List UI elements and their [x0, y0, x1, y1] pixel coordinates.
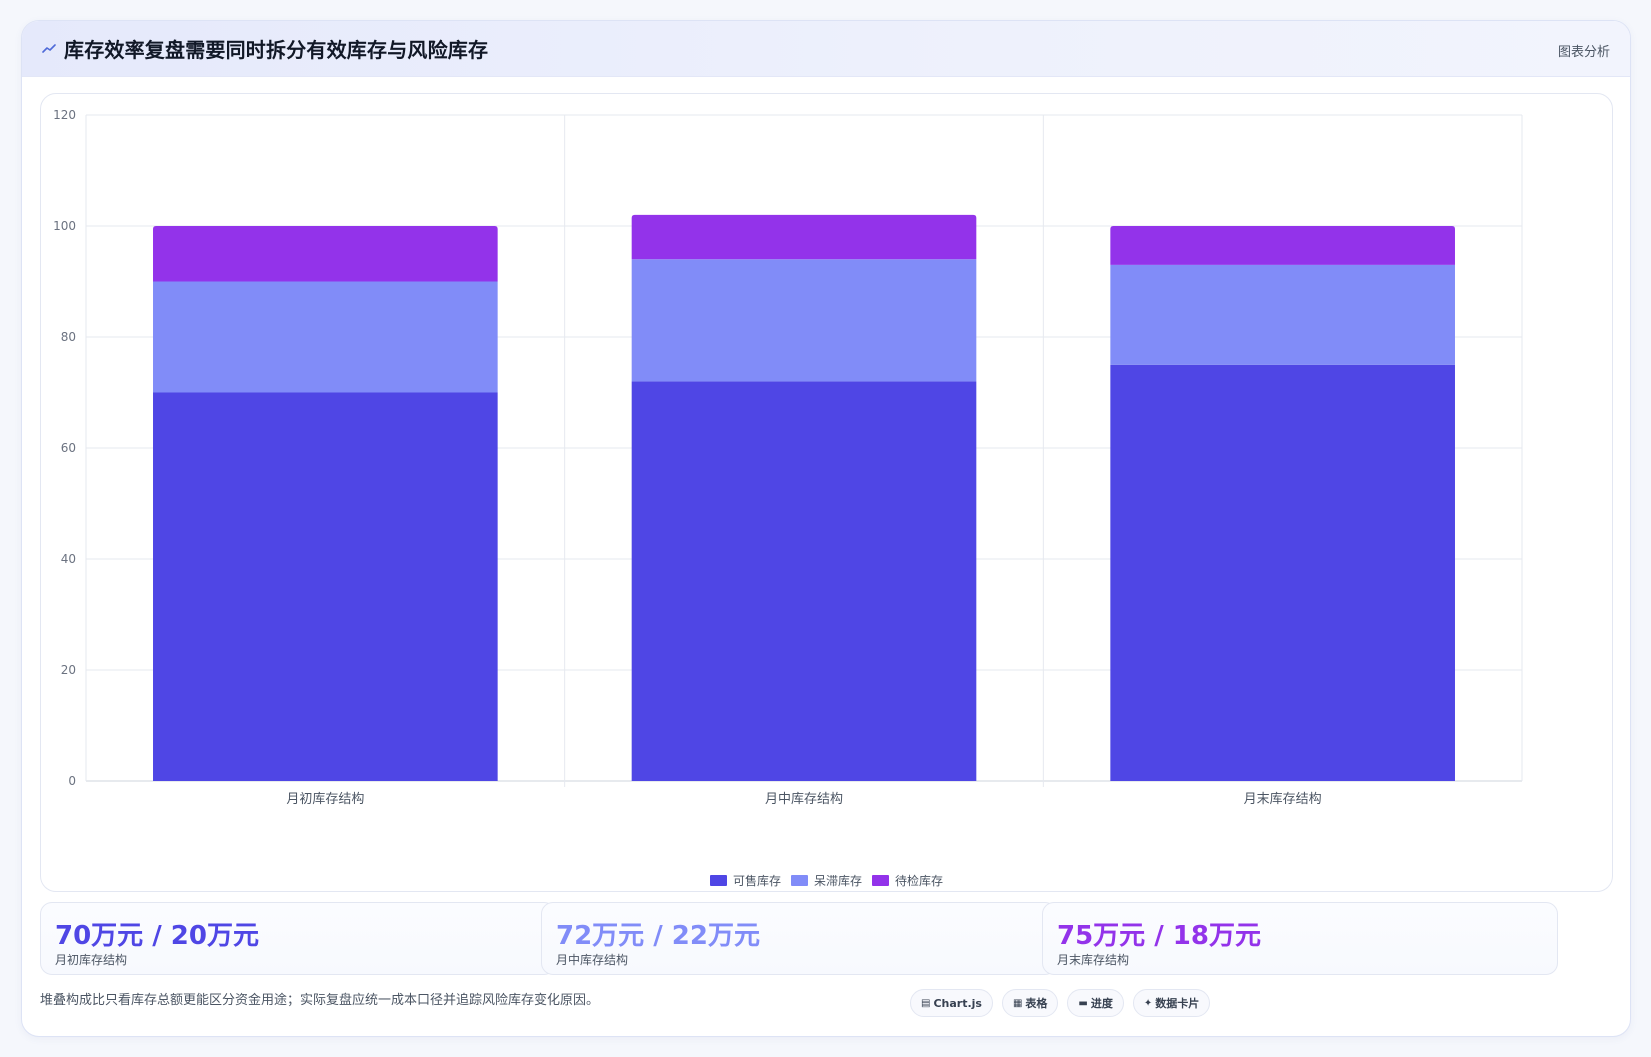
tag-label: 表格	[1025, 997, 1048, 1010]
tag-table[interactable]: ▦ 表格	[1001, 989, 1059, 1017]
tag-data-card[interactable]: ✦ 数据卡片	[1132, 989, 1211, 1017]
legend-swatch	[872, 875, 889, 886]
stat-value: 70万元 / 20万元	[55, 921, 259, 951]
chart-card: 库存效率复盘需要同时拆分有效库存与风险库存 图表分析 0 20 40 60 80 100 1…	[21, 20, 1631, 1037]
y-tick-label: 80	[61, 330, 76, 344]
stat-card-start: 70万元 / 20万元 月初库存结构	[40, 902, 556, 975]
chart-icon: ▤	[921, 997, 931, 1009]
bar-segment	[153, 226, 498, 282]
progress-icon: ▬	[1078, 997, 1088, 1009]
stat-label: 月末库存结构	[1057, 953, 1130, 967]
bar-segment	[631, 214, 977, 260]
tag-chartjs[interactable]: ▤ Chart.js	[910, 989, 993, 1017]
chart-legend: 可售库存 呆滞库存 待检库存	[41, 872, 1612, 892]
legend-item[interactable]: 呆滞库存	[790, 872, 862, 889]
y-tick-label: 100	[53, 219, 76, 233]
line-chart-icon	[42, 41, 56, 55]
bar-segment	[1110, 264, 1455, 365]
y-tick-label: 60	[61, 441, 76, 455]
bar-segment	[1110, 226, 1455, 265]
sparkle-icon: ✦	[1143, 997, 1153, 1009]
y-tick-label: 120	[53, 108, 76, 122]
legend-label: 待检库存	[895, 874, 944, 888]
stat-value: 75万元 / 18万元	[1057, 921, 1261, 951]
y-tick-label: 40	[61, 552, 76, 566]
legend-label: 可售库存	[732, 874, 781, 888]
legend-label: 呆滞库存	[813, 874, 862, 888]
bar-segment	[631, 381, 977, 781]
chart-area: 0 20 40 60 80 100 120 月初库存结构 月中库存结构 月末库存结构 可售库存 呆滞…	[40, 93, 1613, 892]
stat-value: 72万元 / 22万元	[556, 921, 760, 951]
tag-progress[interactable]: ▬ 进度	[1067, 989, 1124, 1017]
y-tick-label: 20	[61, 663, 76, 677]
footer-note: 堆叠构成比只看库存总额更能区分资金用途；实际复盘应统一成本口径并追踪风险库存变化…	[40, 993, 600, 1008]
bar-segment	[153, 281, 498, 393]
stat-label: 月初库存结构	[55, 953, 128, 967]
tag-label: Chart.js	[933, 996, 982, 1010]
chart-analysis-tag: 图表分析	[1557, 45, 1610, 60]
y-tick-label: 0	[68, 774, 76, 788]
tag-label: 数据卡片	[1155, 997, 1200, 1010]
stacked-bar-chart: 0 20 40 60 80 100 120 月初库存结构 月中库存结构 月末库存结构	[53, 108, 1523, 807]
legend-swatch	[790, 875, 808, 886]
bar-segment	[153, 392, 498, 781]
stat-card-mid: 72万元 / 22万元 月中库存结构	[541, 902, 1057, 975]
bar-segment	[1110, 364, 1455, 781]
card-header: 库存效率复盘需要同时拆分有效库存与风险库存 图表分析	[22, 21, 1630, 77]
stat-card-end: 75万元 / 18万元 月末库存结构	[1042, 902, 1558, 975]
stat-label: 月中库存结构	[556, 953, 629, 967]
legend-item[interactable]: 待检库存	[872, 872, 943, 889]
x-tick-label: 月中库存结构	[765, 791, 843, 807]
feature-tags: ▤ Chart.js ▦ 表格 ▬ 进度 ✦ 数据卡片	[910, 989, 1211, 1017]
x-tick-label: 月初库存结构	[286, 791, 364, 807]
tag-label: 进度	[1090, 997, 1113, 1010]
legend-swatch	[709, 875, 727, 886]
x-tick-label: 月末库存结构	[1244, 791, 1322, 807]
card-title: 库存效率复盘需要同时拆分有效库存与风险库存	[64, 38, 489, 62]
legend-item[interactable]: 可售库存	[709, 872, 781, 889]
bar-segment	[631, 259, 977, 382]
table-icon: ▦	[1012, 997, 1023, 1009]
